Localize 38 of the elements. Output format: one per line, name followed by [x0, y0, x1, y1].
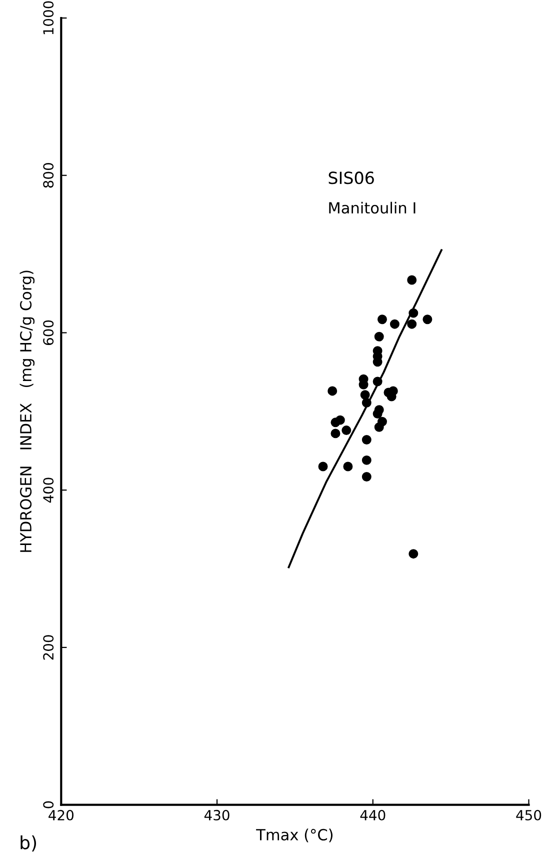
x-tick-label: 440: [360, 810, 386, 820]
line-series: [288, 249, 442, 568]
annotation: SIS06: [328, 172, 374, 184]
point: [330, 428, 340, 438]
point: [374, 332, 384, 342]
point: [374, 422, 384, 432]
point: [362, 434, 372, 444]
point: [360, 390, 370, 400]
x-tick-label: 420: [48, 810, 74, 820]
point: [335, 415, 345, 425]
point: [362, 455, 372, 465]
annotation: Manitoulin I: [329, 202, 416, 214]
y-tick-label: 400: [43, 478, 54, 503]
point: [328, 386, 338, 396]
x-tick-label: 430: [204, 810, 230, 820]
point: [343, 462, 353, 472]
point: [390, 319, 400, 329]
point: [318, 462, 328, 472]
point: [407, 319, 417, 329]
point: [422, 314, 432, 324]
y-tick-label: 1000: [43, 1, 54, 34]
point: [407, 275, 417, 285]
x-tick-label: 450: [516, 810, 542, 820]
x-axis-title: Tmax (°C): [256, 828, 332, 842]
point: [378, 314, 387, 324]
y-tick-label: 800: [43, 163, 54, 188]
point: [408, 308, 418, 318]
point: [408, 549, 418, 559]
point: [342, 426, 352, 436]
y-tick-label: 200: [43, 635, 54, 660]
point: [372, 376, 382, 386]
y-axis-title: HYDROGEN INDEX (mg HC/g Corg): [20, 270, 35, 552]
point: [362, 398, 372, 408]
point: [372, 409, 382, 419]
y-tick-label: 0: [43, 801, 54, 808]
text: b): [20, 835, 36, 852]
point: [362, 472, 372, 482]
y-tick-label: 600: [43, 320, 54, 346]
